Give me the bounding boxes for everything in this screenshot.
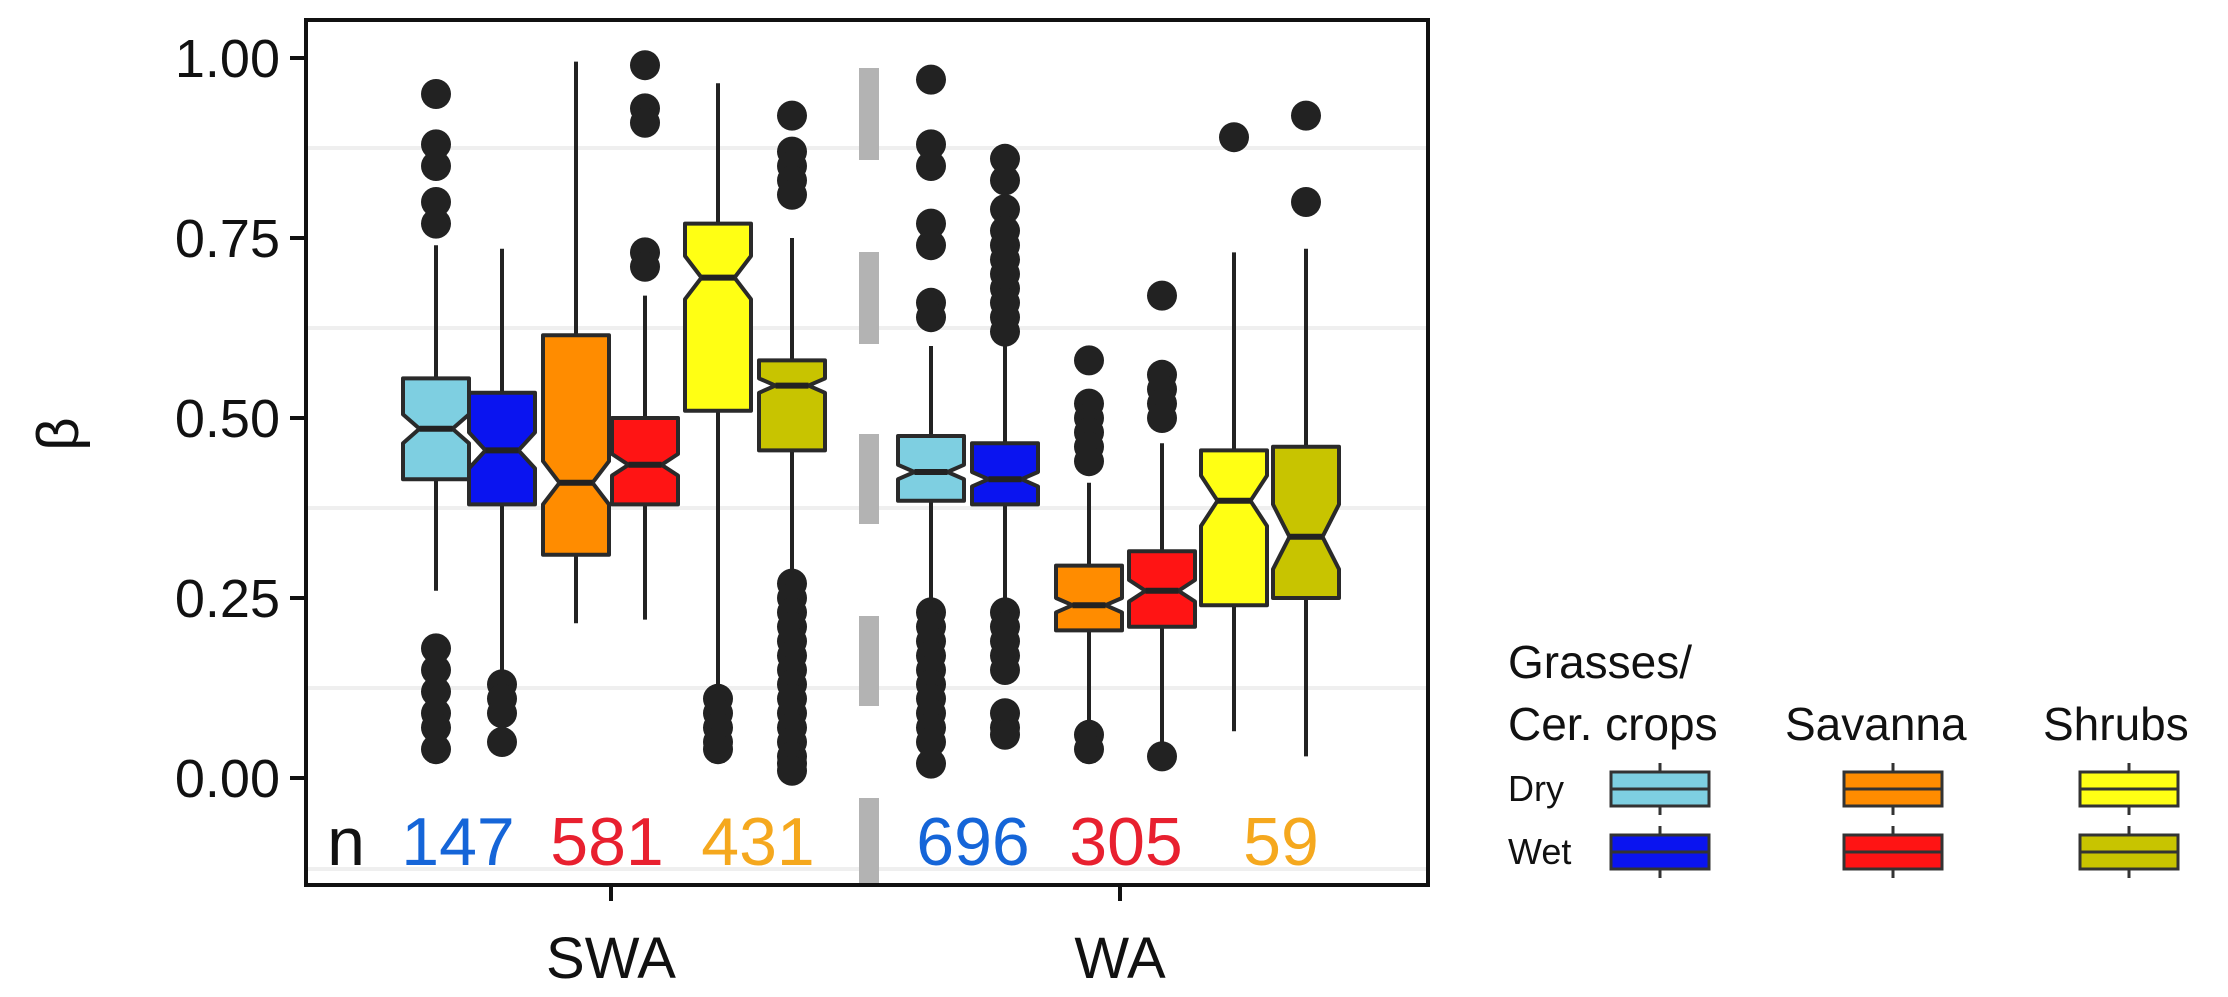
box-body bbox=[610, 416, 680, 507]
outlier-point bbox=[916, 230, 946, 261]
box-body bbox=[1199, 448, 1269, 608]
outlier-point bbox=[703, 734, 733, 765]
outlier-point bbox=[916, 208, 946, 239]
outlier-point bbox=[487, 727, 517, 757]
outlier-point bbox=[990, 316, 1020, 347]
box-body bbox=[970, 441, 1040, 507]
box-body bbox=[1054, 563, 1124, 633]
box-wa-wet bbox=[970, 143, 1040, 750]
x-axis: SWA WA bbox=[546, 885, 1166, 991]
x-tick-label: WA bbox=[1074, 926, 1166, 991]
box-body bbox=[757, 358, 827, 453]
box-wa-wet bbox=[1271, 100, 1341, 757]
legend: Grasses/Cer. crops Savanna Shrubs Dry Wet bbox=[1508, 636, 2189, 878]
outlier-point bbox=[916, 302, 946, 333]
legend-key bbox=[1842, 763, 1944, 815]
outlier-point bbox=[421, 79, 451, 109]
legend-title: Shrubs bbox=[2043, 698, 2189, 750]
box-body bbox=[541, 333, 611, 557]
box-swa-dry bbox=[401, 79, 471, 765]
box-swa-dry bbox=[683, 83, 753, 765]
box-swa-wet bbox=[757, 100, 827, 786]
legend-title: Cer. crops bbox=[1508, 698, 1718, 750]
outlier-point bbox=[421, 633, 451, 664]
y-tick-label: 1.00 bbox=[175, 29, 280, 89]
outlier-point bbox=[916, 748, 946, 779]
plot-border bbox=[304, 18, 1430, 887]
outlier-point bbox=[1074, 345, 1104, 376]
legend-title: Savanna bbox=[1785, 698, 1967, 750]
count-label: 581 bbox=[550, 804, 663, 880]
legend-key bbox=[1609, 826, 1711, 878]
outlier-point bbox=[421, 712, 451, 743]
legend-key bbox=[2078, 826, 2180, 878]
outlier-point bbox=[916, 64, 946, 95]
outlier-point bbox=[990, 719, 1020, 750]
outlier-point bbox=[630, 50, 660, 81]
y-tick-label: 0.25 bbox=[175, 569, 280, 629]
outlier-point bbox=[916, 129, 946, 160]
count-label: 147 bbox=[401, 804, 514, 880]
y-axis: 0.00 0.25 0.50 0.75 1.00 bbox=[175, 29, 306, 809]
legend-title: Grasses/ bbox=[1508, 636, 1692, 688]
outlier-point bbox=[1074, 446, 1104, 477]
outlier-point bbox=[630, 107, 660, 138]
outlier-point bbox=[421, 208, 451, 239]
count-label: 305 bbox=[1069, 804, 1182, 880]
box-wa-wet bbox=[1127, 280, 1197, 772]
count-label: 59 bbox=[1243, 804, 1319, 880]
box-wa-dry bbox=[896, 64, 966, 779]
outlier-point bbox=[421, 187, 451, 217]
box-series bbox=[401, 50, 1341, 786]
outlier-point bbox=[1291, 100, 1321, 131]
y-tick-label: 0.00 bbox=[175, 749, 280, 809]
outlier-point bbox=[1219, 122, 1249, 153]
outlier-point bbox=[990, 165, 1020, 196]
outlier-point bbox=[1147, 741, 1177, 772]
count-label: 431 bbox=[701, 804, 814, 880]
box-wa-dry bbox=[1199, 122, 1269, 732]
box-body bbox=[683, 221, 753, 413]
outlier-point bbox=[421, 655, 451, 685]
sample-counts: n 147 581 431 696 305 59 bbox=[327, 804, 1319, 880]
outlier-point bbox=[1291, 187, 1321, 217]
legend-key bbox=[1842, 826, 1944, 878]
box-swa-wet bbox=[610, 50, 680, 620]
y-tick-label: 0.75 bbox=[175, 209, 280, 269]
outlier-point bbox=[1147, 403, 1177, 433]
legend-row-label: Wet bbox=[1508, 831, 1571, 872]
box-swa-wet bbox=[467, 248, 537, 757]
outlier-point bbox=[421, 129, 451, 160]
y-axis-label: β bbox=[26, 417, 91, 450]
outlier-point bbox=[421, 734, 451, 765]
outlier-point bbox=[421, 676, 451, 707]
outlier-point bbox=[990, 655, 1020, 685]
legend-key bbox=[1609, 763, 1711, 815]
count-label: 696 bbox=[916, 804, 1029, 880]
y-tick-label: 0.50 bbox=[175, 389, 280, 449]
box-body bbox=[896, 434, 966, 503]
outlier-point bbox=[630, 251, 660, 282]
outlier-point bbox=[1074, 734, 1104, 765]
legend-key bbox=[2078, 763, 2180, 815]
box-wa-dry bbox=[1054, 345, 1124, 765]
outlier-point bbox=[916, 151, 946, 181]
outlier-point bbox=[990, 143, 1020, 174]
outlier-point bbox=[916, 727, 946, 757]
box-body bbox=[1271, 444, 1341, 600]
outlier-point bbox=[1147, 280, 1177, 311]
outlier-point bbox=[990, 194, 1020, 225]
legend-row-label: Dry bbox=[1508, 768, 1564, 809]
x-tick-label: SWA bbox=[546, 926, 676, 991]
box-swa-dry bbox=[541, 61, 611, 624]
count-prefix: n bbox=[327, 804, 365, 880]
outlier-point bbox=[487, 698, 517, 729]
outlier-point bbox=[777, 179, 807, 210]
outlier-point bbox=[777, 100, 807, 131]
outlier-point bbox=[777, 755, 807, 786]
outlier-point bbox=[421, 151, 451, 181]
